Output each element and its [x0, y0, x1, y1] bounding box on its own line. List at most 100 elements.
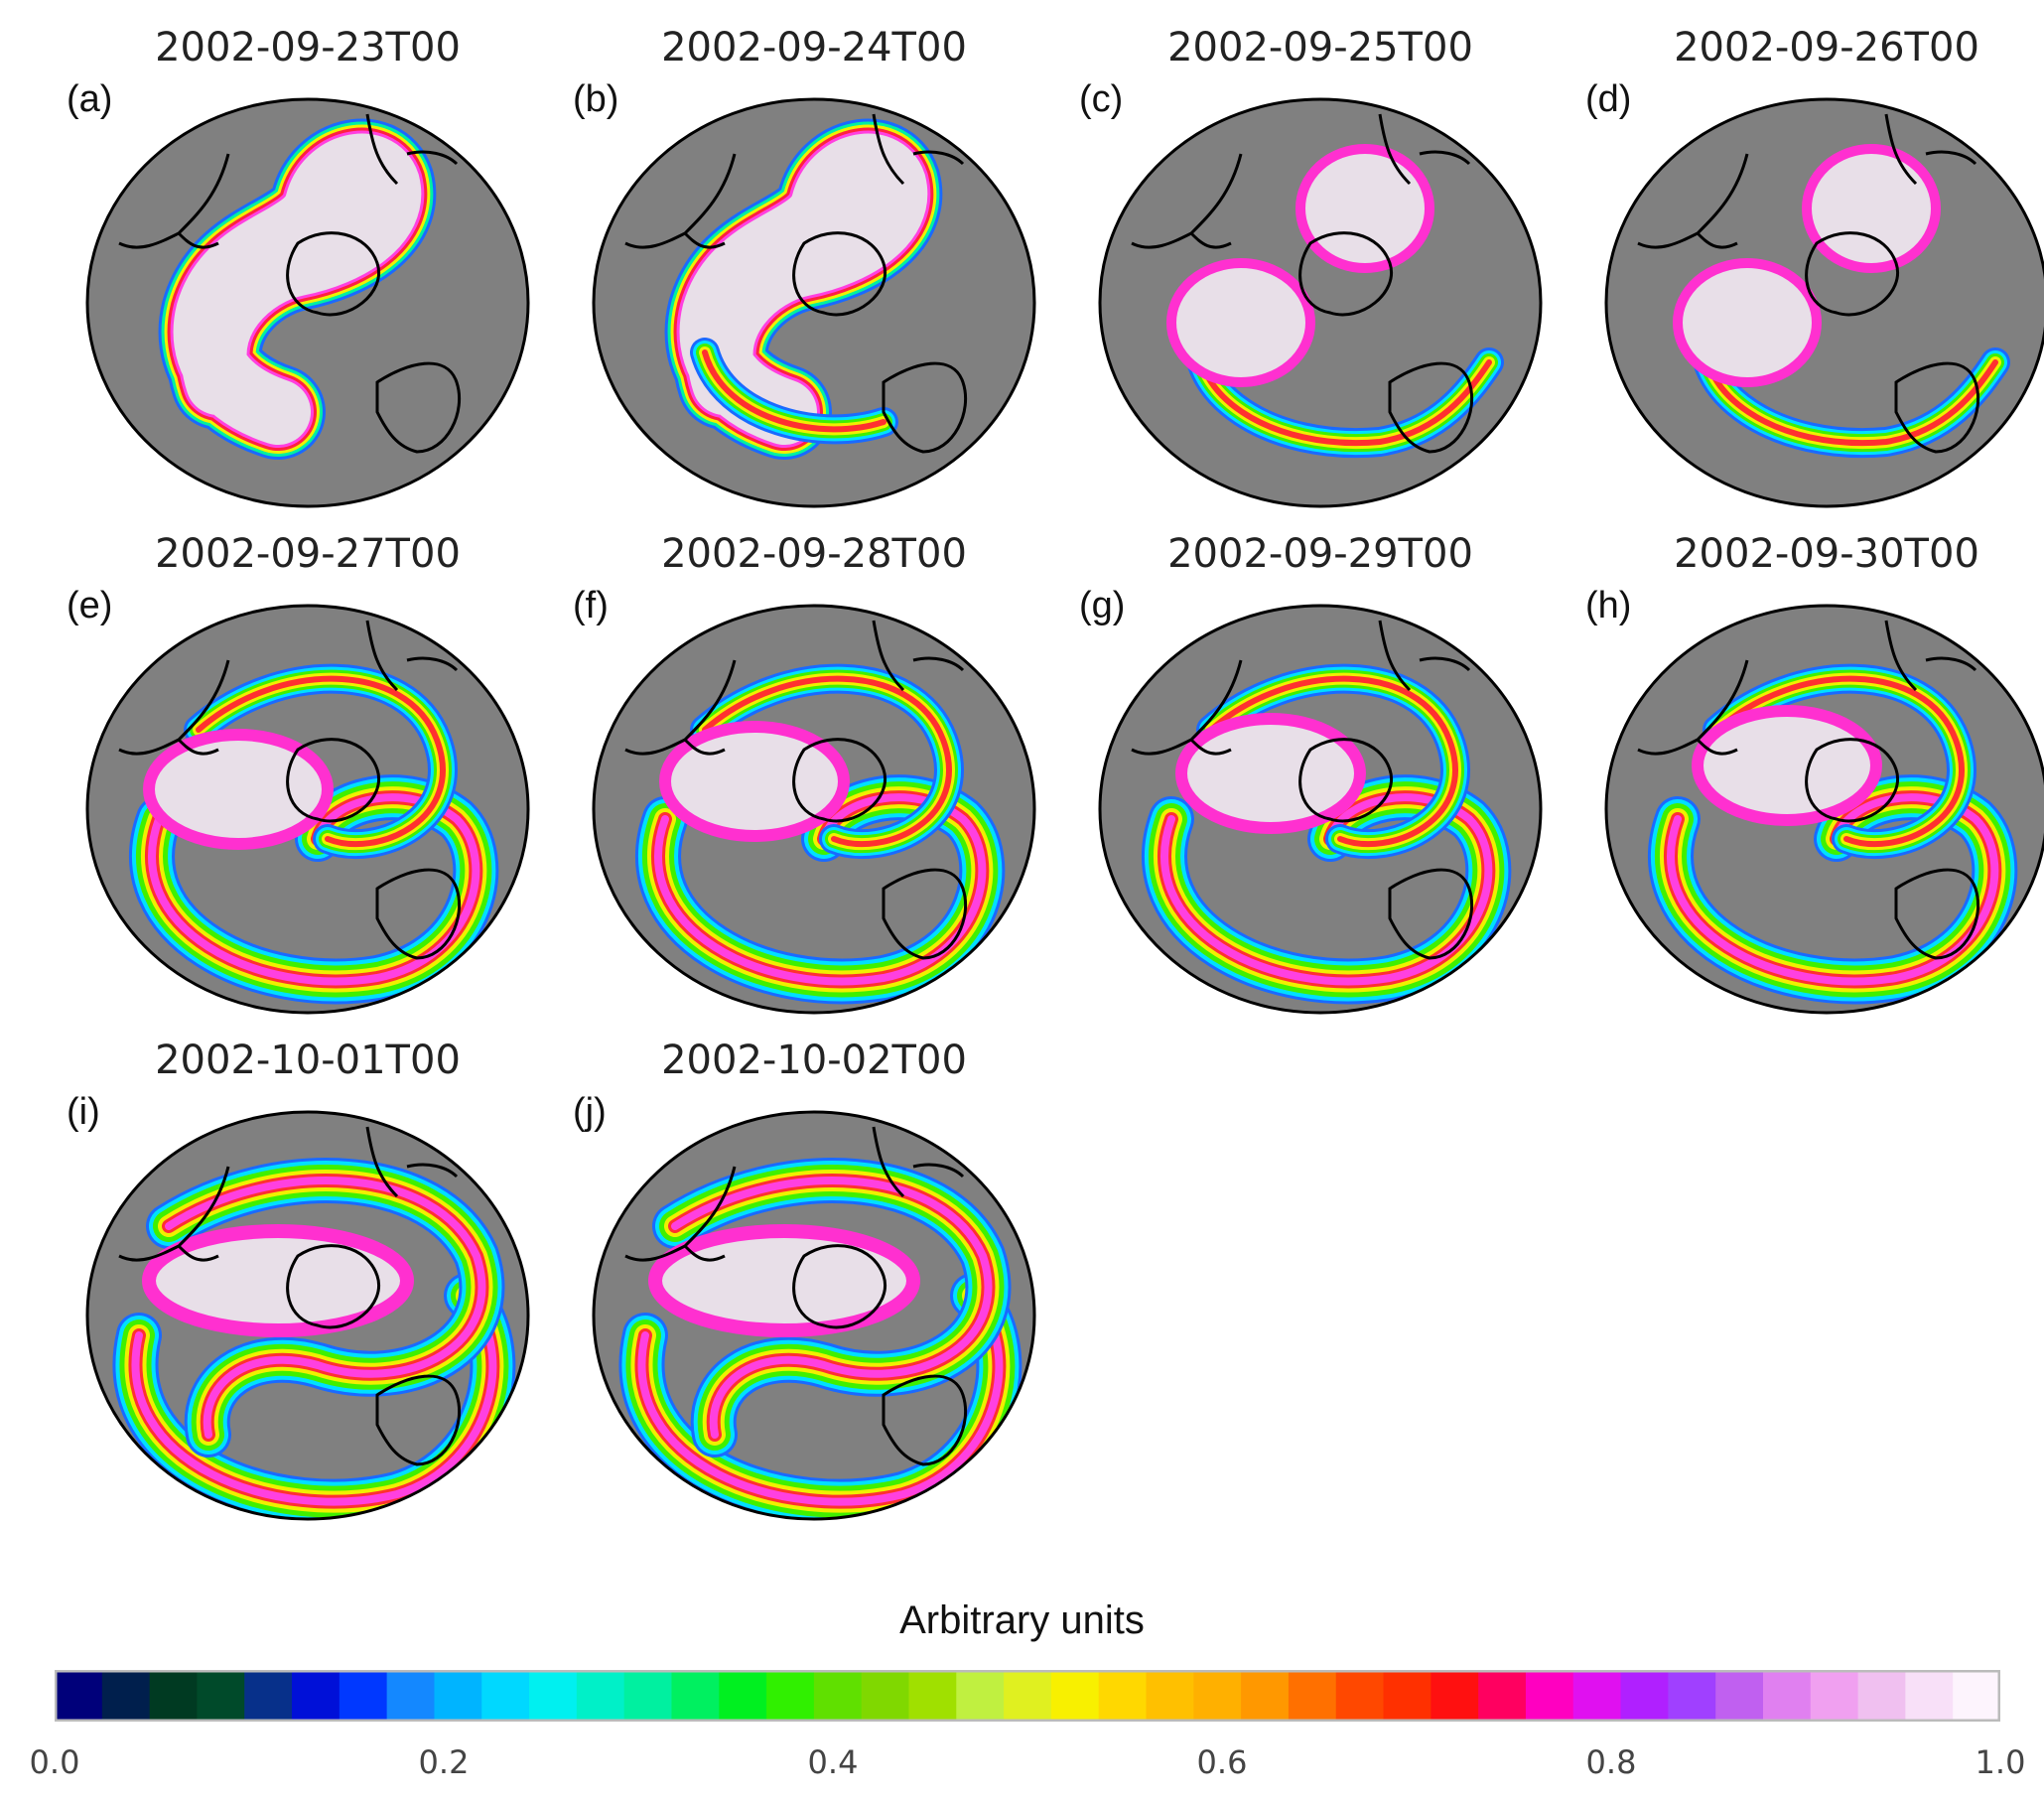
colorbar-tick-label: 0.0: [29, 1743, 80, 1781]
vortex-core: [173, 133, 422, 445]
colorbar-swatch: [1715, 1670, 1764, 1722]
panel-title: 2002-09-24T00: [661, 25, 967, 70]
coastline: [1805, 738, 1900, 823]
polar-map: [592, 604, 1036, 1015]
coastline: [1805, 231, 1900, 317]
map-panel: 2002-10-02T00 (j): [561, 1038, 1067, 1534]
coastline: [792, 231, 887, 317]
panel-label: (c): [1079, 78, 1124, 120]
vortex-core: [1692, 705, 1882, 826]
coastline: [118, 153, 230, 249]
colorbar-swatch: [1288, 1670, 1337, 1722]
map-boundary: [592, 97, 1036, 508]
colorbar-swatch: [1857, 1670, 1906, 1722]
filament-band: [702, 675, 952, 848]
coastline: [872, 113, 965, 186]
coastline: [1388, 361, 1474, 454]
map-boundary: [85, 1110, 530, 1521]
polar-map: [1604, 604, 2044, 1015]
vortex-core: [679, 133, 928, 445]
colorbar-swatch: [719, 1670, 767, 1722]
coastline: [882, 361, 968, 454]
panel-title: 2002-10-01T00: [155, 1038, 461, 1083]
filament-band: [671, 1177, 993, 1439]
panel-title: 2002-09-23T00: [155, 25, 461, 70]
coastline: [286, 1244, 381, 1329]
colorbar-swatch: [1431, 1670, 1479, 1722]
colorbar-tick-label: 0.4: [807, 1743, 859, 1781]
coastline: [1131, 659, 1243, 756]
colorbar-swatch: [1383, 1670, 1431, 1722]
colorbar-swatch: [1620, 1670, 1669, 1722]
panel-title: 2002-09-26T00: [1674, 25, 1979, 70]
filament-band: [1714, 675, 1965, 848]
filament-band: [196, 675, 446, 848]
coastline: [365, 113, 459, 186]
panel-label: (a): [67, 78, 113, 120]
polar-map: [592, 1110, 1036, 1521]
map-boundary: [1098, 604, 1543, 1015]
colorbar-swatch: [1668, 1670, 1716, 1722]
coastline: [882, 868, 968, 960]
map-panel: 2002-09-23T00 (a): [55, 25, 561, 521]
coastline: [1637, 659, 1749, 756]
colorbar-swatch: [1241, 1670, 1290, 1722]
vortex-core: [1166, 258, 1315, 387]
colorbar-swatch: [292, 1670, 341, 1722]
coastline: [624, 1166, 737, 1262]
panel-title: 2002-09-25T00: [1167, 25, 1473, 70]
colorbar-swatch: [55, 1670, 103, 1722]
coastline: [286, 738, 381, 823]
colorbar-swatch: [1953, 1670, 2000, 1722]
coastline: [1298, 738, 1394, 823]
map-panel: 2002-09-30T00 (h): [1573, 531, 2044, 1028]
map-boundary: [592, 604, 1036, 1015]
colorbar-swatch: [1004, 1670, 1052, 1722]
colorbar-swatch: [813, 1670, 863, 1722]
colorbar-swatch: [339, 1670, 388, 1722]
coastline: [872, 1126, 965, 1198]
panel-label: (h): [1585, 585, 1632, 626]
filament-band: [637, 1292, 1004, 1506]
map-boundary: [1098, 97, 1543, 508]
polar-map: [85, 1110, 530, 1521]
colorbar-swatch: [671, 1670, 720, 1722]
coastline: [118, 659, 230, 756]
colorbar-swatch: [1050, 1670, 1100, 1722]
panel-label: (g): [1079, 585, 1126, 626]
colorbar-swatch: [1905, 1670, 1954, 1722]
colorbar-tick-label: 0.6: [1196, 1743, 1248, 1781]
colorbar-tick-label: 0.2: [418, 1743, 470, 1781]
coastline: [1378, 113, 1471, 186]
colorbar-border: [55, 1670, 2000, 1722]
coastline: [365, 1126, 459, 1198]
vortex-core: [1802, 144, 1941, 273]
colorbar: [55, 1670, 2000, 1722]
coastline: [286, 231, 381, 317]
map-panel: 2002-09-28T00 (f): [561, 531, 1067, 1028]
colorbar-swatch: [908, 1670, 957, 1722]
panel-label: (d): [1585, 78, 1632, 120]
panel-title: 2002-09-30T00: [1674, 531, 1979, 577]
polar-map: [85, 604, 530, 1015]
colorbar-swatch: [1335, 1670, 1385, 1722]
coastline: [1378, 620, 1471, 692]
colorbar-swatch: [244, 1670, 293, 1722]
colorbar-swatch: [1193, 1670, 1242, 1722]
coastline: [118, 1166, 230, 1262]
coastline: [624, 153, 737, 249]
coastline: [1894, 868, 1980, 960]
filament-band: [165, 1177, 486, 1439]
coastline: [1894, 361, 1980, 454]
map-boundary: [1604, 97, 2044, 508]
coastline: [365, 620, 459, 692]
filament-band: [131, 1292, 497, 1506]
colorbar-swatch: [1098, 1670, 1148, 1722]
map-panel: 2002-09-24T00 (b): [561, 25, 1067, 521]
colorbar-swatch: [149, 1670, 198, 1722]
colorbar-swatch: [1762, 1670, 1812, 1722]
colorbar-swatch: [623, 1670, 672, 1722]
colorbar-swatch: [529, 1670, 578, 1722]
panel-title: 2002-09-28T00: [661, 531, 967, 577]
coastline: [792, 1244, 887, 1329]
